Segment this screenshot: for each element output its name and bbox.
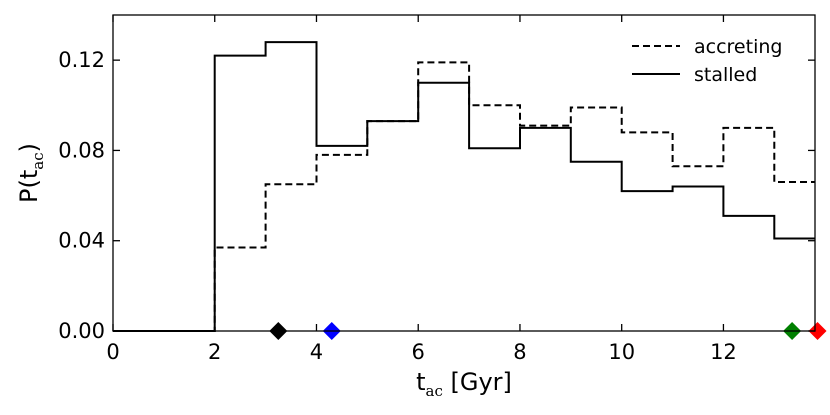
legend-label-stalled: stalled — [694, 64, 757, 86]
x-axis-label-main: t — [416, 368, 425, 396]
legend: accreting stalled — [632, 36, 782, 86]
x-tick-label: 10 — [608, 340, 635, 364]
tick-layer: 0 2 4 6 8 10 12 0.00 0.04 0.08 0.12 — [58, 15, 815, 364]
y-axis-label-sub: ac — [29, 152, 47, 169]
y-axis-label-main: P(t — [15, 170, 43, 203]
x-tick-label: 0 — [106, 340, 119, 364]
legend-label-accreting: accreting — [694, 36, 782, 58]
x-tick-label: 2 — [208, 340, 221, 364]
x-tick-label: 8 — [513, 340, 526, 364]
series-stalled-line — [113, 41, 815, 332]
x-axis-label-unit: [Gyr] — [443, 368, 512, 396]
y-axis-label: P(tac) — [15, 143, 47, 203]
series-accreting-line — [113, 61, 815, 332]
x-tick-label: 4 — [310, 340, 323, 364]
x-axis-label-sub: ac — [426, 382, 443, 400]
y-axis-label-close: ) — [15, 143, 43, 152]
y-tick-label: 0.12 — [58, 48, 105, 72]
y-tick-label: 0.04 — [58, 229, 105, 253]
y-tick-label: 0.00 — [58, 319, 105, 343]
y-tick-label: 0.08 — [58, 138, 105, 162]
x-tick-label: 12 — [710, 340, 737, 364]
series-layer — [113, 41, 815, 332]
x-axis-label: tac [Gyr] — [416, 368, 512, 400]
plot-frame — [112, 14, 816, 332]
diamond-marker-4 — [808, 322, 827, 340]
x-tick-label: 6 — [412, 340, 425, 364]
